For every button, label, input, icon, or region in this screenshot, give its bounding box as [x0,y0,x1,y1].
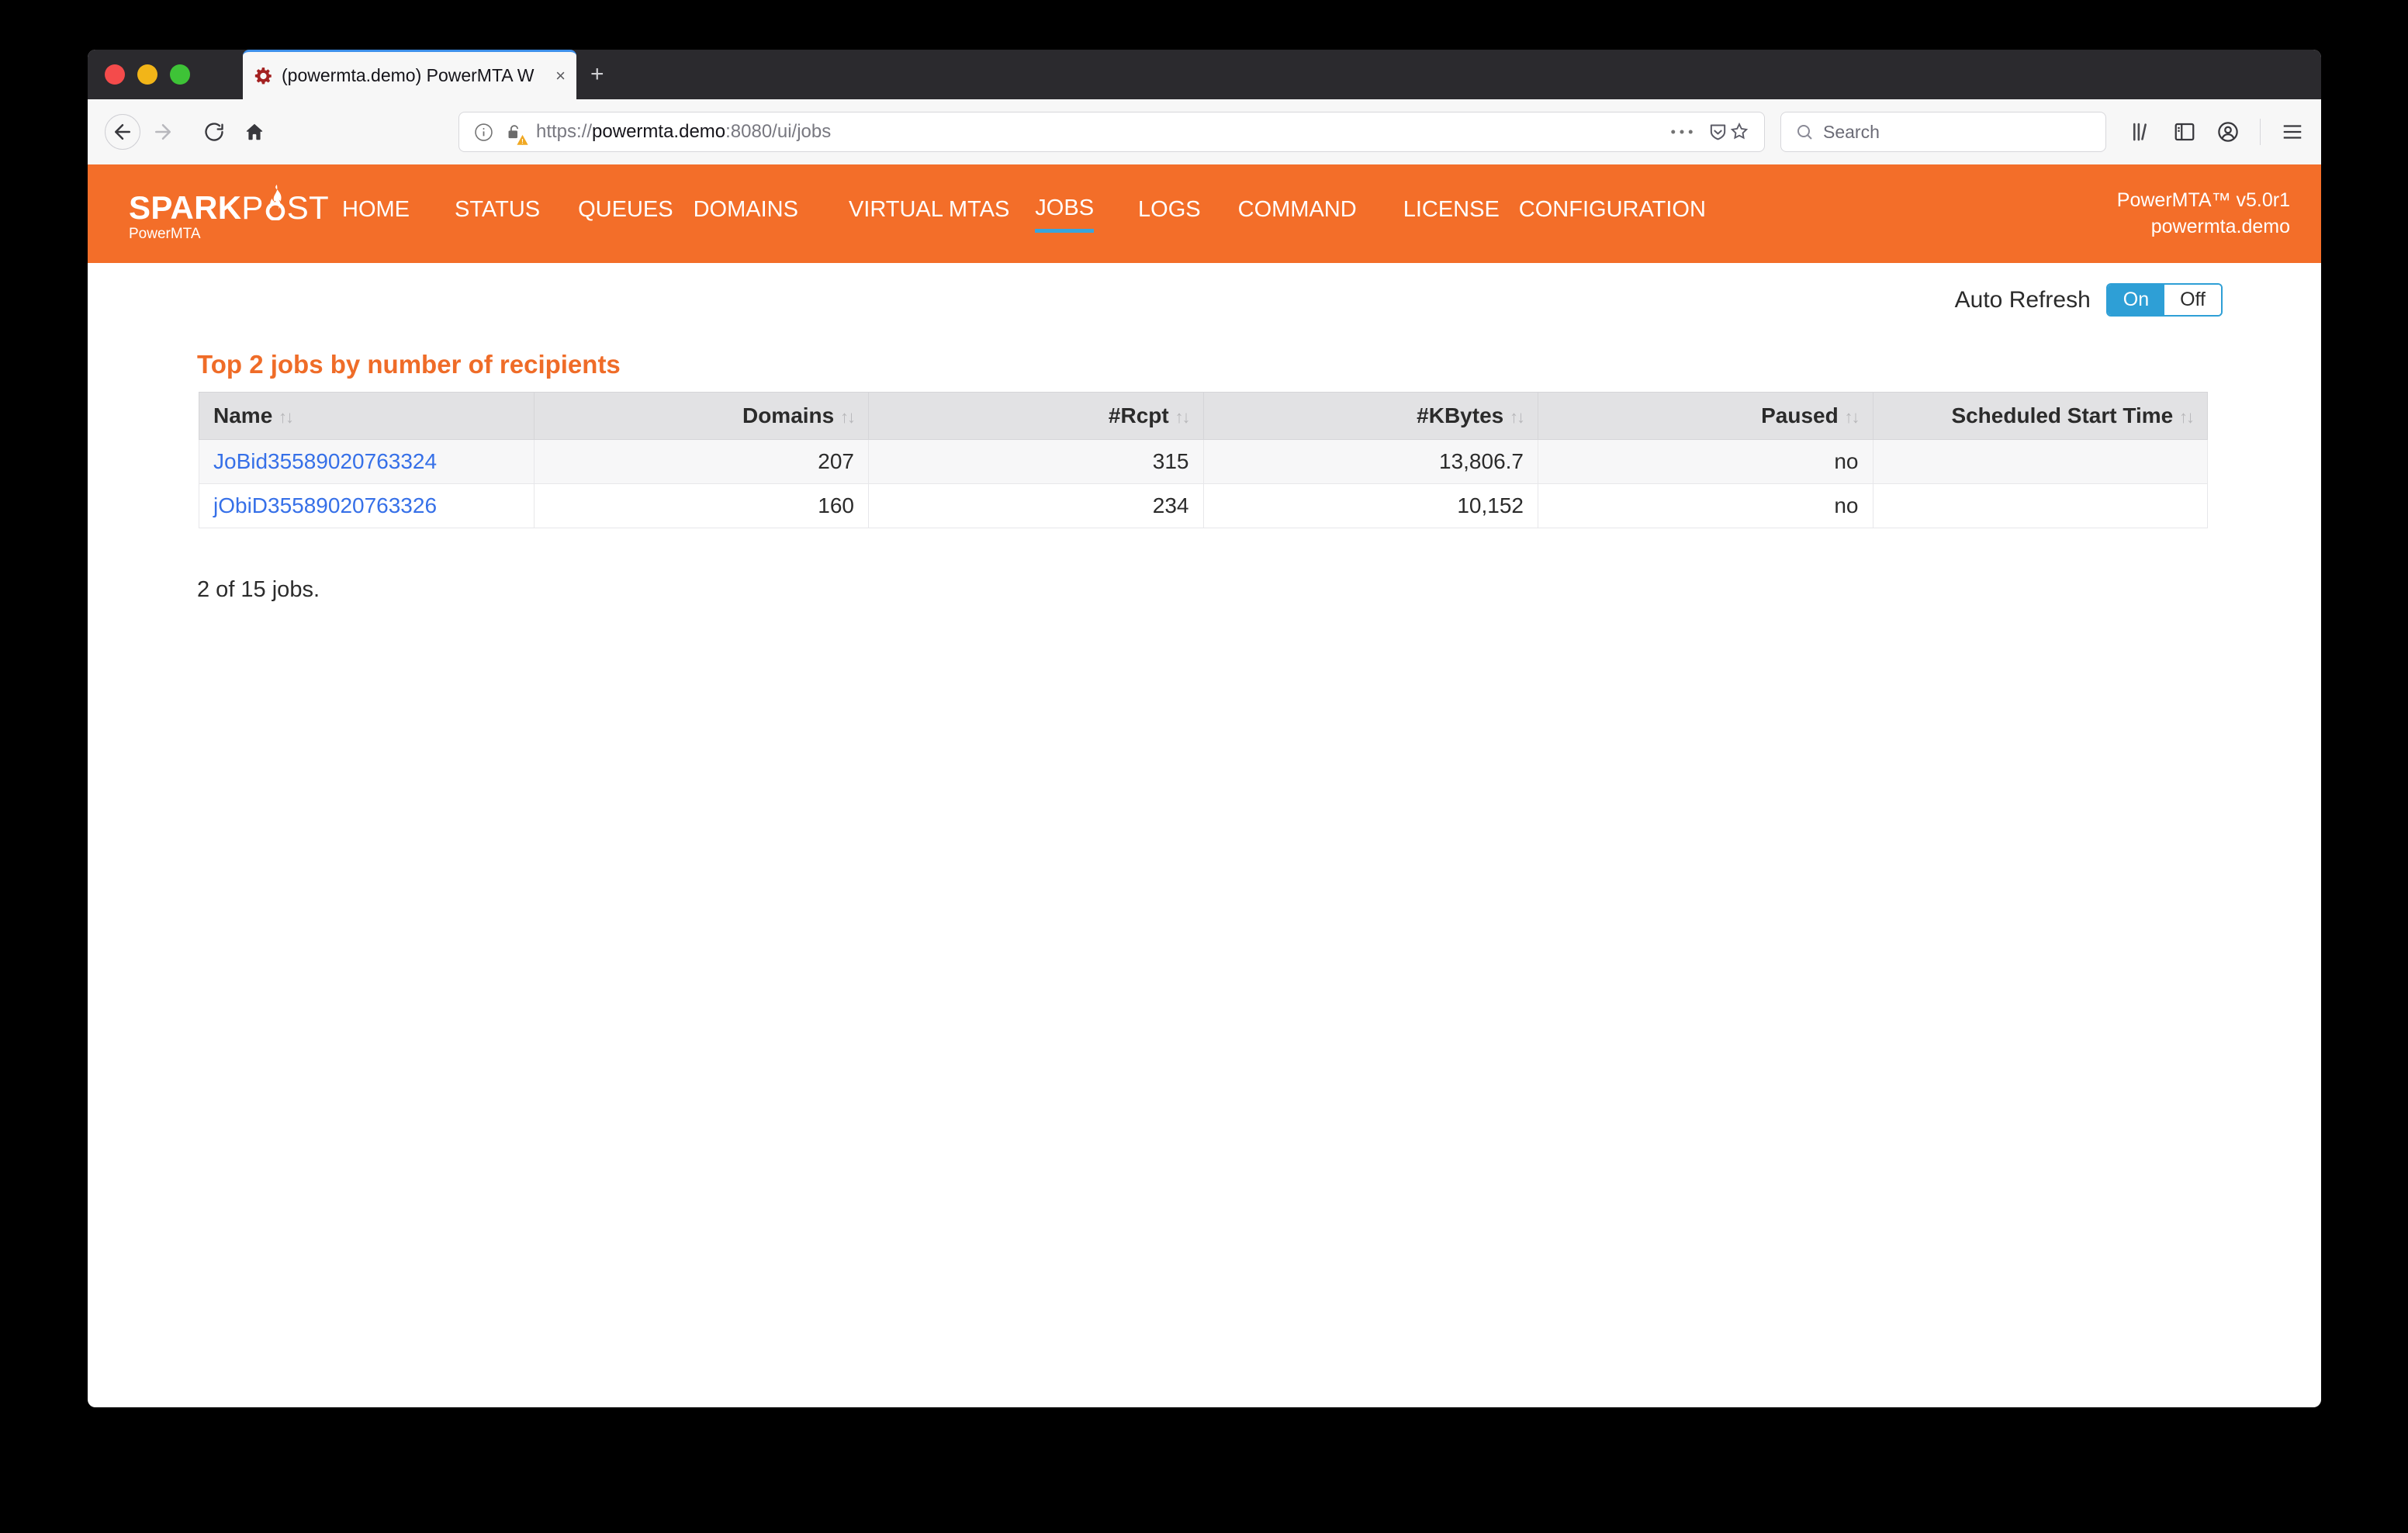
svg-text:!: ! [521,137,524,144]
